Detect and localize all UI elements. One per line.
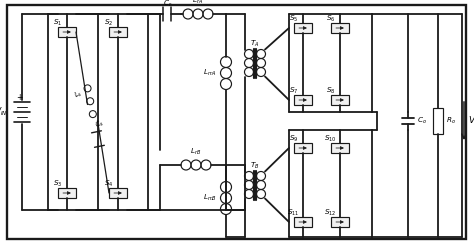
Text: $S_8$: $S_8$ bbox=[326, 86, 336, 96]
Text: $S_2$: $S_2$ bbox=[104, 18, 114, 28]
Text: $S_6$: $S_6$ bbox=[326, 14, 336, 24]
Bar bbox=[109, 188, 127, 198]
Text: $S_9$: $S_9$ bbox=[289, 134, 299, 144]
Bar bbox=[331, 143, 349, 153]
Text: $T_A$: $T_A$ bbox=[250, 38, 260, 49]
Text: $C_o$: $C_o$ bbox=[417, 116, 427, 126]
Text: $R_o$: $R_o$ bbox=[446, 116, 456, 126]
Bar bbox=[58, 188, 76, 198]
Text: $C_s$: $C_s$ bbox=[94, 118, 107, 131]
Text: $S_7$: $S_7$ bbox=[289, 86, 299, 96]
Text: $S_4$: $S_4$ bbox=[104, 179, 114, 189]
Text: $V_{IN}$: $V_{IN}$ bbox=[0, 106, 8, 118]
Text: $L_{rB}$: $L_{rB}$ bbox=[191, 147, 201, 157]
Bar bbox=[294, 143, 312, 153]
Text: $S_3$: $S_3$ bbox=[54, 179, 63, 189]
Text: $S_5$: $S_5$ bbox=[289, 14, 299, 24]
Bar bbox=[433, 108, 443, 134]
Text: $V_{OUT}$: $V_{OUT}$ bbox=[468, 115, 474, 127]
Text: $S_{11}$: $S_{11}$ bbox=[287, 208, 299, 218]
Text: $S_1$: $S_1$ bbox=[54, 18, 63, 28]
Text: $S_{10}$: $S_{10}$ bbox=[324, 134, 337, 144]
Text: $S_{12}$: $S_{12}$ bbox=[324, 208, 336, 218]
Text: +: + bbox=[16, 92, 22, 102]
Bar bbox=[294, 23, 312, 33]
Text: $L_{rA}$: $L_{rA}$ bbox=[192, 0, 204, 6]
Bar bbox=[294, 95, 312, 105]
Text: $L_{mB}$: $L_{mB}$ bbox=[203, 193, 218, 203]
Text: $L_{mA}$: $L_{mA}$ bbox=[203, 68, 218, 78]
Text: $L_s$: $L_s$ bbox=[73, 88, 84, 101]
Bar bbox=[58, 27, 76, 37]
Bar bbox=[331, 23, 349, 33]
Bar bbox=[331, 217, 349, 227]
Text: $C_r$: $C_r$ bbox=[164, 0, 173, 9]
Bar bbox=[109, 27, 127, 37]
Bar bbox=[294, 217, 312, 227]
Text: $T_B$: $T_B$ bbox=[250, 160, 260, 171]
Bar bbox=[331, 95, 349, 105]
